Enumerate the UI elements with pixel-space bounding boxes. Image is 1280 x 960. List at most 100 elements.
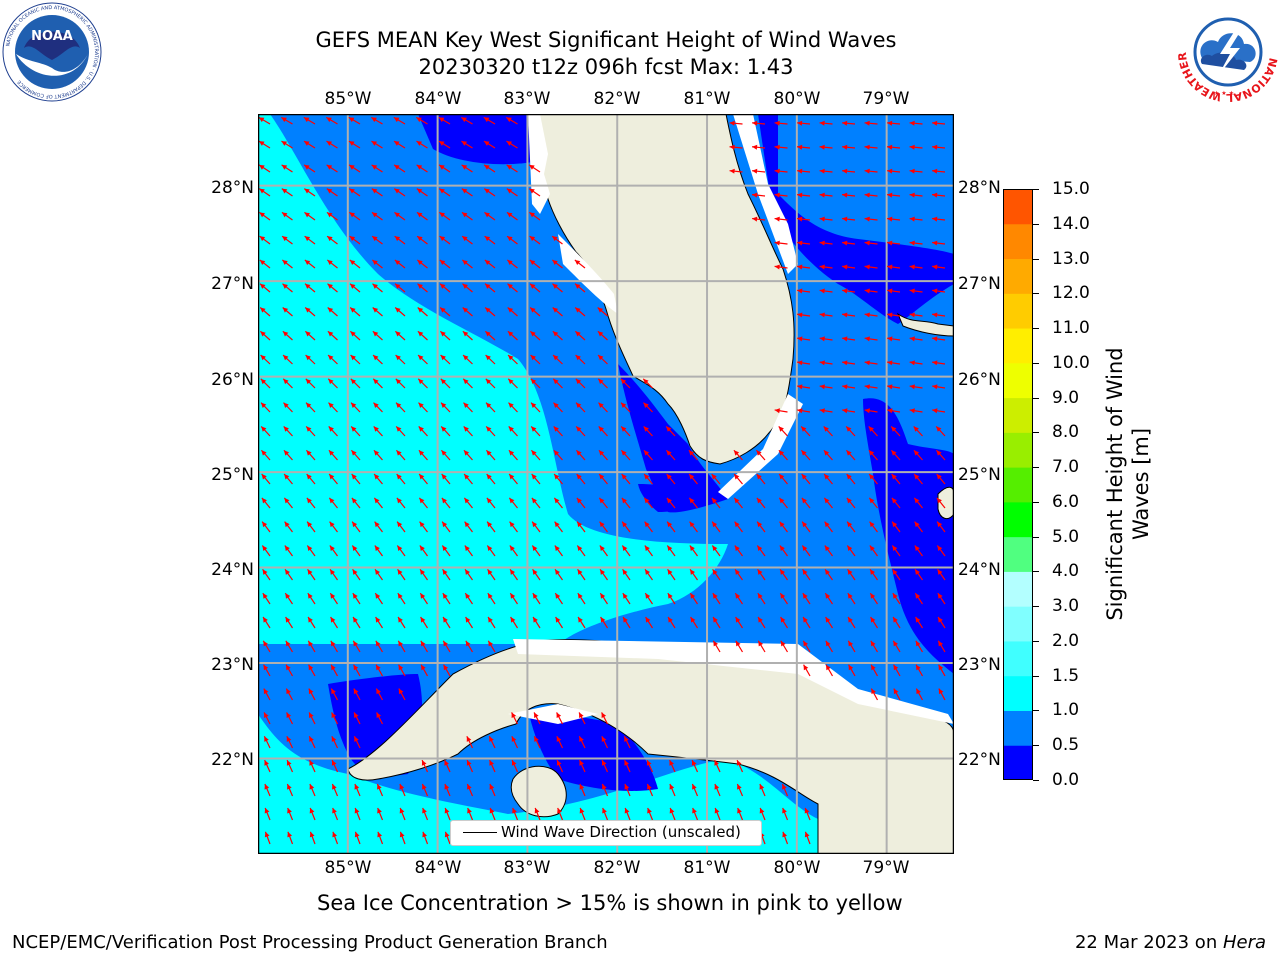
wave-direction-arrow	[936, 545, 946, 557]
colorbar-segment	[1003, 501, 1033, 538]
wave-direction-arrow	[528, 188, 541, 197]
wave-direction-arrow	[891, 473, 901, 485]
wave-direction-arrow	[464, 545, 473, 557]
wave-direction-arrow	[354, 783, 361, 797]
colorbar-segment	[1003, 362, 1033, 399]
wave-direction-arrow	[280, 116, 293, 125]
wave-direction-arrow	[466, 736, 474, 749]
wave-direction-arrow	[797, 192, 811, 198]
wave-direction-arrow	[778, 426, 788, 437]
wave-direction-arrow	[509, 568, 518, 581]
wave-direction-arrow	[440, 449, 451, 461]
wave-direction-arrow	[306, 497, 316, 509]
wave-direction-arrow	[819, 168, 833, 174]
wave-direction-arrow	[393, 164, 406, 173]
wave-direction-arrow	[621, 521, 631, 533]
wave-direction-arrow	[779, 545, 788, 557]
wave-direction-arrow	[887, 288, 901, 294]
wave-direction-arrow	[553, 449, 563, 461]
wave-direction-arrow	[465, 616, 474, 629]
wave-direction-arrow	[415, 116, 428, 125]
wave-direction-arrow	[801, 545, 811, 557]
wave-direction-arrow	[349, 307, 361, 317]
wave-direction-arrow	[914, 545, 923, 557]
wave-direction-arrow	[307, 592, 316, 605]
wave-direction-arrow	[534, 807, 541, 821]
wave-direction-arrow	[868, 473, 878, 485]
wave-direction-arrow	[258, 188, 271, 197]
wave-direction-arrow	[622, 592, 631, 605]
wave-direction-arrow	[418, 497, 428, 509]
wave-direction-arrow	[461, 211, 473, 221]
wave-direction-arrow	[692, 807, 699, 821]
wave-direction-arrow	[802, 616, 811, 629]
wave-direction-arrow	[260, 378, 271, 389]
wave-direction-arrow	[309, 831, 316, 845]
wave-direction-arrow	[736, 783, 744, 797]
wave-direction-arrow	[487, 616, 496, 629]
wave-direction-arrow	[819, 192, 833, 198]
map-area	[258, 114, 954, 854]
wave-direction-arrow	[734, 545, 743, 557]
wave-direction-arrow	[887, 312, 901, 318]
wave-direction-arrow	[574, 307, 586, 317]
wave-direction-arrow	[870, 688, 879, 701]
colorbar-tick-label: 3.0	[1052, 596, 1080, 617]
legend-line-sample	[463, 832, 497, 833]
lat-label-left: 25°N	[211, 465, 254, 485]
lat-label-left: 22°N	[211, 750, 254, 770]
lon-label-top: 83°W	[503, 89, 551, 109]
wave-direction-arrow	[462, 283, 473, 293]
wave-direction-arrow	[891, 521, 901, 533]
wave-direction-arrow	[824, 545, 833, 557]
wave-direction-arrow	[397, 568, 406, 581]
wave-direction-arrow	[309, 807, 316, 821]
wave-direction-arrow	[530, 449, 541, 461]
wave-direction-arrow	[418, 473, 428, 485]
wave-direction-arrow	[915, 688, 924, 701]
wave-direction-arrow	[259, 211, 271, 221]
colorbar-tick-label: 0.0	[1052, 770, 1080, 790]
wave-direction-arrow	[893, 688, 901, 701]
wave-direction-arrow	[848, 664, 856, 677]
svg-text:★ ★ ★: ★ ★ ★	[1214, 90, 1234, 97]
wave-direction-arrow	[483, 188, 496, 197]
wave-direction-arrow	[864, 168, 878, 174]
wave-direction-arrow	[372, 330, 383, 341]
wave-direction-arrow	[932, 360, 946, 366]
land-isla-juventud	[510, 765, 567, 818]
wave-direction-arrow	[331, 736, 339, 749]
wave-direction-arrow	[353, 688, 361, 701]
wave-direction-arrow	[597, 354, 608, 365]
wave-direction-arrow	[371, 188, 383, 197]
wave-direction-arrow	[576, 473, 586, 485]
wave-direction-arrow	[421, 783, 429, 797]
lat-label-right: 26°N	[958, 370, 1001, 390]
wave-direction-arrow	[575, 449, 586, 461]
colorbar-tick	[1033, 432, 1039, 434]
wave-direction-arrow	[800, 449, 811, 461]
wave-direction-arrow	[864, 144, 878, 150]
wave-direction-arrow	[621, 497, 631, 509]
wave-direction-arrow	[529, 330, 541, 341]
colorbar-segment	[1003, 640, 1033, 677]
wave-direction-arrow	[689, 592, 699, 605]
wave-direction-arrow	[892, 640, 901, 653]
wave-direction-arrow	[461, 164, 473, 173]
wave-direction-arrow	[599, 568, 608, 581]
wave-direction-arrow	[887, 216, 901, 222]
wave-direction-arrow	[304, 283, 316, 293]
wave-direction-arrow	[532, 616, 541, 629]
wave-direction-arrow	[751, 120, 766, 126]
wave-direction-arrow	[819, 120, 833, 126]
wave-direction-arrow	[756, 497, 766, 509]
wave-direction-arrow	[554, 521, 563, 533]
wave-band-1_0-1_5-south	[258, 714, 818, 854]
wave-direction-arrow	[353, 712, 361, 725]
wave-direction-arrow	[552, 283, 563, 293]
colorbar-segment	[1003, 606, 1033, 642]
wave-direction-arrow	[891, 545, 901, 557]
wave-direction-arrow	[417, 283, 428, 293]
wave-direction-arrow	[396, 521, 406, 533]
wave-direction-arrow	[932, 144, 946, 150]
